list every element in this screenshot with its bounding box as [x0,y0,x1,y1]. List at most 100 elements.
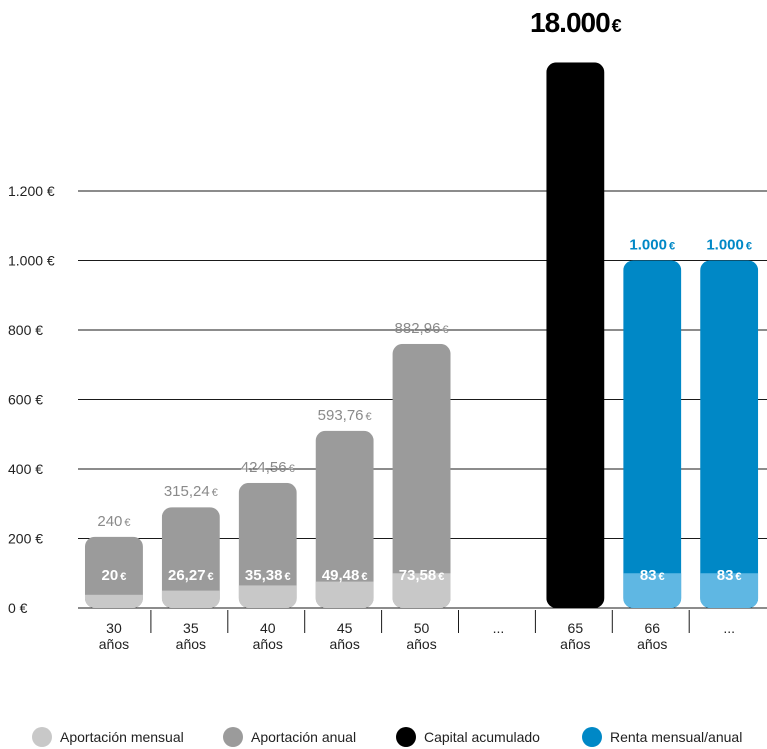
bar-renta-mensual-anual [700,260,759,608]
bar-value-currency: € [612,16,622,36]
bar-value-currency: € [746,241,752,253]
y-tick-label: 600 € [8,392,43,408]
bar-value-number: 18.000 [530,7,610,38]
bar-value-number: 1.000 [629,237,667,254]
legend-item-aportacion-anual: Aportación anual [223,727,356,747]
x-tick-label-unit: años [176,636,206,652]
bar-inner-value-label: 20 € [102,567,127,584]
x-tick-label-unit: años [329,636,359,652]
bar-inner-number: 73,58 [399,567,437,584]
bar-group [84,536,143,608]
bar-inner-currency: € [208,571,214,583]
legend-label: Aportación mensual [60,729,184,745]
bar-renta-mensual-base [700,573,759,608]
x-tick-label-unit: años [560,636,590,652]
y-tick-label: 800 € [8,322,43,338]
bar-value-number: 593,76 [318,407,364,424]
bar-value-label: 593,76 € [318,407,372,424]
legend-label: Renta mensual/anual [610,729,743,745]
legend-dot-black [396,727,416,747]
y-tick-label: 0 € [8,600,28,616]
bar-group [546,62,605,609]
bar-value-number: 882,96 [395,320,441,337]
bar-chart: 0 €200 €400 €600 €800 €1.000 €1.200 €240… [8,7,767,652]
x-tick-label-unit: años [406,636,436,652]
bar-value-number: 424,56 [241,459,287,476]
legend-label: Aportación anual [251,729,357,745]
bar-value-label: 240 € [97,513,130,530]
legend-item-capital-acumulado: Capital acumulado [396,727,540,747]
bar-inner-currency: € [361,571,367,583]
bar-aportacion-mensual-base [315,581,374,608]
legend-item-aportacion-mensual: Aportación mensual [32,727,184,747]
bar-value-number: 1.000 [706,237,744,254]
bar-value-label: 315,24 € [164,483,218,500]
x-tick-label: ... [723,620,735,636]
bar-value-number: 240 [97,513,122,530]
bar-inner-value-label: 35,38 € [245,567,291,584]
bar-inner-currency: € [735,571,741,583]
chart-legend: Aportación mensual Aportación anual Capi… [0,727,767,749]
bar-value-currency: € [366,411,372,423]
bar-inner-currency: € [659,571,665,583]
bar-inner-value-label: 83 € [717,567,742,584]
y-tick-label: 200 € [8,531,43,547]
bar-inner-value-label: 83 € [640,567,665,584]
bar-value-currency: € [442,324,448,336]
x-tick-label: 35 [183,620,199,636]
legend-dot-blue [582,727,602,747]
bar-inner-number: 20 [102,567,119,584]
bar-group [392,343,451,608]
y-tick-label: 400 € [8,461,43,477]
bar-inner-number: 35,38 [245,567,283,584]
bar-inner-currency: € [438,571,444,583]
x-tick-label: 40 [260,620,276,636]
bar-aportacion-anual [315,430,374,608]
bar-inner-number: 83 [717,567,734,584]
y-tick-label: 1.000 € [8,253,55,269]
x-tick-label-unit: años [99,636,129,652]
bar-aportacion-mensual-base [161,590,220,608]
legend-item-renta: Renta mensual/anual [582,727,742,747]
legend-label: Capital acumulado [424,729,540,745]
bar-inner-currency: € [284,571,290,583]
bar-inner-value-label: 49,48 € [322,567,368,584]
legend-dot-light-grey [32,727,52,747]
bar-value-currency: € [289,463,295,475]
x-tick-label-unit: años [637,636,667,652]
bar-renta-mensual-base [623,573,682,608]
bar-aportacion-mensual-base [238,585,297,608]
legend-dot-grey [223,727,243,747]
bar-group [238,482,297,608]
bar-group [161,507,220,608]
bar-inner-number: 83 [640,567,657,584]
bar-capital-acumulado [546,62,605,609]
x-tick-label: 50 [414,620,430,636]
bar-value-label: 882,96 € [395,320,449,337]
bar-aportacion-mensual-base [392,573,451,608]
bar-value-label: 18.000 € [530,7,622,38]
bar-value-label: 1.000 € [706,237,752,254]
bar-inner-value-label: 26,27 € [168,567,214,584]
bar-value-number: 315,24 [164,483,210,500]
bar-aportacion-anual [392,343,451,608]
bar-inner-number: 26,27 [168,567,206,584]
bar-group [623,260,682,608]
bar-renta-mensual-anual [623,260,682,608]
bar-value-currency: € [124,517,130,529]
bar-value-label: 424,56 € [241,459,295,476]
x-tick-label: 30 [106,620,122,636]
bar-inner-currency: € [120,571,126,583]
y-tick-label: 1.200 € [8,183,55,199]
x-tick-label-unit: años [253,636,283,652]
bar-value-currency: € [212,487,218,499]
x-tick-label: 45 [337,620,353,636]
bar-inner-number: 49,48 [322,567,360,584]
bar-inner-value-label: 73,58 € [399,567,445,584]
bar-value-currency: € [669,241,675,253]
bar-group [700,260,759,608]
bar-group [315,430,374,608]
x-tick-label: 65 [568,620,584,636]
bar-aportacion-mensual-base [84,594,143,608]
x-tick-label: 66 [644,620,660,636]
